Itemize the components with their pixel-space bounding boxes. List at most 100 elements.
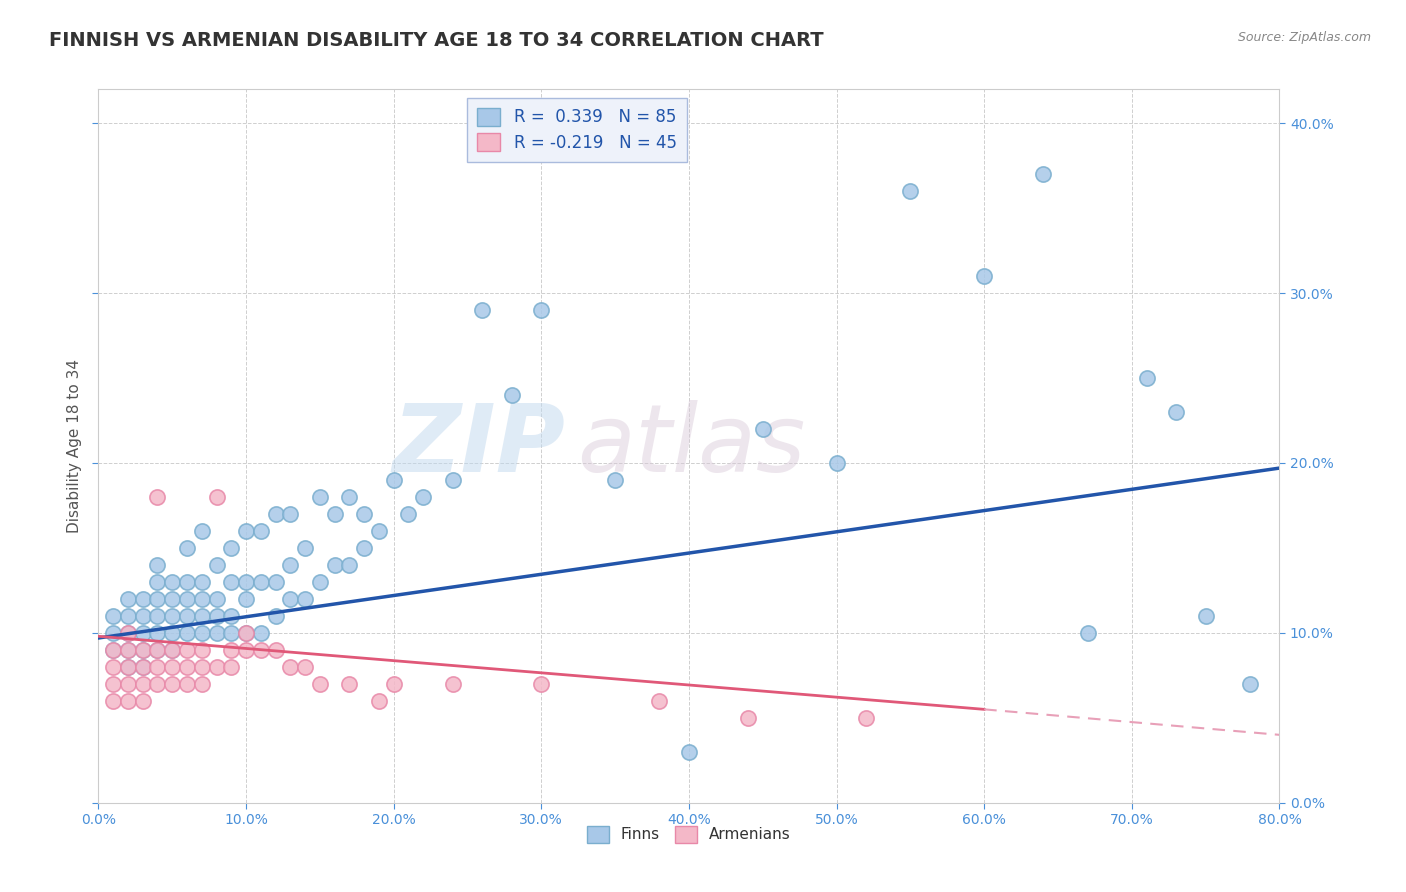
Point bbox=[235, 626, 257, 640]
Point bbox=[191, 591, 214, 606]
Point bbox=[1077, 626, 1099, 640]
Point bbox=[752, 422, 775, 436]
Point bbox=[353, 541, 375, 555]
Point bbox=[117, 608, 139, 623]
Point bbox=[132, 660, 155, 674]
Point bbox=[1195, 608, 1218, 623]
Point bbox=[162, 677, 183, 691]
Point bbox=[146, 608, 169, 623]
Point bbox=[280, 558, 302, 572]
Point bbox=[221, 541, 243, 555]
Point bbox=[221, 660, 243, 674]
Point bbox=[162, 608, 183, 623]
Point bbox=[146, 558, 169, 572]
Point bbox=[221, 608, 243, 623]
Point bbox=[501, 388, 523, 402]
Point bbox=[146, 490, 169, 504]
Point bbox=[103, 643, 125, 657]
Point bbox=[648, 694, 671, 708]
Point bbox=[353, 507, 375, 521]
Point bbox=[309, 490, 332, 504]
Point bbox=[398, 507, 420, 521]
Point bbox=[162, 643, 183, 657]
Point bbox=[973, 269, 995, 284]
Point bbox=[117, 643, 139, 657]
Point bbox=[368, 524, 391, 538]
Point bbox=[176, 591, 198, 606]
Text: atlas: atlas bbox=[576, 401, 806, 491]
Point bbox=[103, 677, 125, 691]
Point bbox=[205, 660, 228, 674]
Point bbox=[132, 660, 155, 674]
Point bbox=[103, 626, 125, 640]
Point bbox=[191, 677, 214, 691]
Point bbox=[117, 643, 139, 657]
Point bbox=[294, 541, 316, 555]
Point bbox=[176, 608, 198, 623]
Text: ZIP: ZIP bbox=[392, 400, 565, 492]
Point bbox=[117, 677, 139, 691]
Point bbox=[678, 745, 700, 759]
Point bbox=[146, 643, 169, 657]
Point bbox=[250, 574, 273, 589]
Point bbox=[264, 643, 287, 657]
Y-axis label: Disability Age 18 to 34: Disability Age 18 to 34 bbox=[66, 359, 82, 533]
Point bbox=[103, 643, 125, 657]
Point bbox=[294, 591, 316, 606]
Point bbox=[146, 591, 169, 606]
Point bbox=[132, 694, 155, 708]
Point bbox=[382, 677, 405, 691]
Point bbox=[103, 608, 125, 623]
Point bbox=[235, 574, 257, 589]
Point bbox=[146, 643, 169, 657]
Point bbox=[235, 524, 257, 538]
Point bbox=[176, 626, 198, 640]
Point bbox=[825, 456, 848, 470]
Point bbox=[117, 660, 139, 674]
Point bbox=[132, 677, 155, 691]
Point bbox=[368, 694, 391, 708]
Point bbox=[117, 694, 139, 708]
Point bbox=[205, 490, 228, 504]
Point bbox=[146, 626, 169, 640]
Point bbox=[441, 473, 464, 487]
Point bbox=[250, 626, 273, 640]
Point bbox=[530, 303, 553, 318]
Point bbox=[176, 677, 198, 691]
Text: FINNISH VS ARMENIAN DISABILITY AGE 18 TO 34 CORRELATION CHART: FINNISH VS ARMENIAN DISABILITY AGE 18 TO… bbox=[49, 31, 824, 50]
Point bbox=[176, 541, 198, 555]
Point bbox=[205, 558, 228, 572]
Point bbox=[1239, 677, 1261, 691]
Point bbox=[280, 660, 302, 674]
Point bbox=[191, 660, 214, 674]
Point bbox=[191, 524, 214, 538]
Point bbox=[191, 574, 214, 589]
Point bbox=[900, 184, 922, 198]
Point bbox=[235, 643, 257, 657]
Point bbox=[146, 574, 169, 589]
Point bbox=[250, 524, 273, 538]
Point bbox=[103, 660, 125, 674]
Point bbox=[221, 574, 243, 589]
Point bbox=[117, 626, 139, 640]
Point bbox=[264, 608, 287, 623]
Point bbox=[1136, 371, 1159, 385]
Point bbox=[146, 660, 169, 674]
Point bbox=[191, 626, 214, 640]
Point bbox=[235, 626, 257, 640]
Point bbox=[412, 490, 434, 504]
Point bbox=[117, 591, 139, 606]
Point bbox=[1166, 405, 1188, 419]
Point bbox=[235, 591, 257, 606]
Point bbox=[132, 608, 155, 623]
Point bbox=[162, 643, 183, 657]
Point bbox=[280, 507, 302, 521]
Point bbox=[162, 591, 183, 606]
Point bbox=[132, 643, 155, 657]
Point bbox=[323, 507, 346, 521]
Point bbox=[294, 660, 316, 674]
Point bbox=[855, 711, 877, 725]
Point bbox=[309, 574, 332, 589]
Point bbox=[605, 473, 627, 487]
Point bbox=[103, 694, 125, 708]
